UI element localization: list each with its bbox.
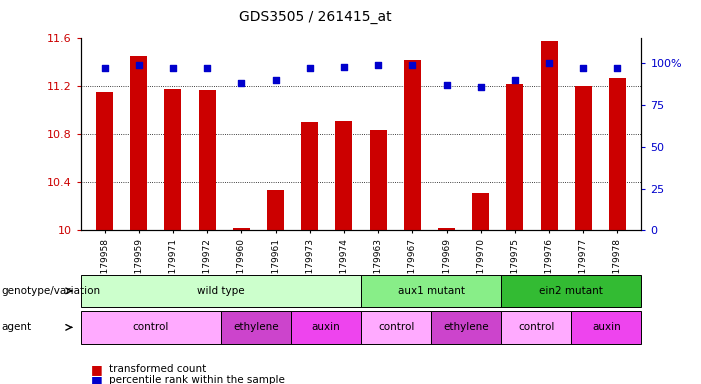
Bar [575,86,592,230]
Point [168,65,179,71]
Text: genotype/variation: genotype/variation [1,286,100,296]
Point [578,65,589,71]
Bar [301,122,318,230]
Text: ethylene: ethylene [443,322,489,333]
Text: control: control [132,322,169,333]
Text: ■: ■ [91,374,103,384]
Point [236,80,247,86]
Bar [506,84,524,230]
Text: aux1 mutant: aux1 mutant [397,286,465,296]
Text: agent: agent [1,322,32,333]
Bar [404,60,421,230]
Text: ethylene: ethylene [233,322,279,333]
Bar [472,193,489,230]
Bar [609,78,626,230]
Bar [233,228,250,230]
Bar [96,93,113,230]
Bar [369,129,387,230]
Text: control: control [518,322,554,333]
Point [543,60,554,66]
Point [304,65,315,71]
Text: control: control [378,322,414,333]
Text: percentile rank within the sample: percentile rank within the sample [109,375,285,384]
Text: transformed count: transformed count [109,364,206,374]
Bar [540,41,557,230]
Text: GDS3505 / 261415_at: GDS3505 / 261415_at [239,10,392,23]
Point [612,65,623,71]
Point [133,62,144,68]
Text: auxin: auxin [592,322,621,333]
Point [372,62,383,68]
Point [475,84,486,90]
Text: ■: ■ [91,363,103,376]
Point [270,77,281,83]
Point [339,64,350,70]
Text: auxin: auxin [311,322,341,333]
Bar [130,56,147,230]
Point [441,82,452,88]
Bar [267,190,284,230]
Bar [438,228,455,230]
Point [201,65,212,71]
Text: wild type: wild type [197,286,245,296]
Bar [165,89,182,230]
Point [510,77,521,83]
Text: ein2 mutant: ein2 mutant [539,286,604,296]
Bar [335,121,353,230]
Point [99,65,110,71]
Point [407,62,418,68]
Bar [198,90,216,230]
